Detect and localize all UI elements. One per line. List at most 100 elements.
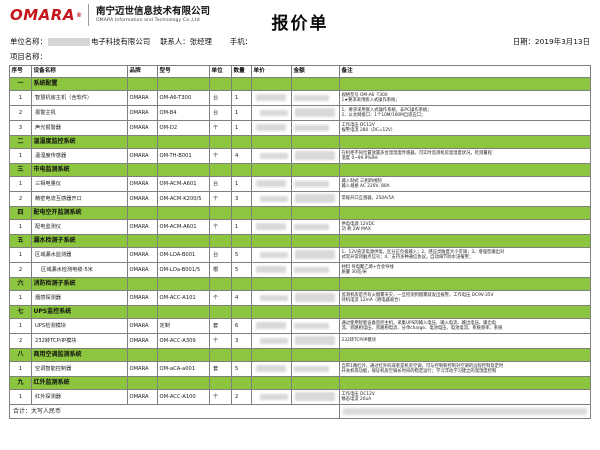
cell-note: 1、12V直流电源供电，区分正负极输入；2、感应灵敏度大小可调；3、增强型输出对… xyxy=(339,247,591,263)
section-title: 漏水检测子系统 xyxy=(31,234,128,248)
note-line: 工作电压 DC12V xyxy=(341,391,375,397)
redacted-value xyxy=(260,152,288,159)
note-line: 输入规格 AC 220V, 80A xyxy=(341,184,390,189)
cell-unit: 台 xyxy=(209,90,232,106)
section-index: 二 xyxy=(9,135,32,149)
section-filler-cell xyxy=(127,376,158,390)
section-index: 四 xyxy=(9,206,32,220)
unit-name-suffix: 电子科技有限公司 xyxy=(90,37,151,46)
note-line: 1、要求采用嵌入式操作系统，非PC操作系统； xyxy=(341,107,432,113)
cell-qty: 1 xyxy=(231,90,252,106)
redacted-value xyxy=(260,393,288,400)
section-filler-cell xyxy=(157,376,210,390)
table-row: 1 智慧机房主机（含软件） OMARA OM-A6-T300 台 1 规格型号 OM-A6 … xyxy=(9,90,591,106)
note-line: 材料 导电聚乙烯+合金导线 xyxy=(341,264,394,270)
redacted-value xyxy=(295,336,335,345)
note-line: 通过使用智能设备监控主机，采集UPS的输入电压、输入电流、输出电压、输出电 xyxy=(341,320,497,326)
section-filler-cell xyxy=(339,348,591,362)
cell-unit: 个 xyxy=(209,148,232,164)
cell-model: OM-ACM-K200/5 xyxy=(157,191,210,207)
redacted-value xyxy=(294,267,329,273)
cell-device-name: UPS检测模块 xyxy=(31,318,128,334)
cell-unit-price xyxy=(251,318,292,334)
cell-no: 1 xyxy=(9,90,32,106)
note-line: 常规开口互感器，250A/5A xyxy=(341,196,395,202)
redacted-value xyxy=(256,223,286,230)
redacted-value xyxy=(295,108,335,117)
section-filler-cell xyxy=(127,277,158,291)
cell-amount xyxy=(291,318,340,334)
section-filler-cell xyxy=(157,277,210,291)
note-line: 输入制式 三相四线制 xyxy=(341,178,382,184)
cell-unit: 套 xyxy=(209,318,232,334)
section-filler-cell xyxy=(339,376,591,390)
cell-amount xyxy=(291,176,340,192)
table-row: 1 UPS检测模块 OMARA 定制套 6 通过使用智能设备监控主机，采集UPS的输入电压… xyxy=(9,318,591,334)
section-filler-cell xyxy=(291,305,340,319)
cell-qty: 4 xyxy=(231,290,252,306)
cell-amount xyxy=(291,262,340,278)
section-filler-cell xyxy=(209,277,232,291)
col-header-unit: 单位 xyxy=(209,65,232,78)
cell-amount xyxy=(291,148,340,164)
section-filler-cell xyxy=(127,163,158,177)
cell-amount xyxy=(291,90,340,106)
cell-device-name: 烟感探测器 xyxy=(31,290,128,306)
cell-unit-price xyxy=(251,290,292,306)
cell-brand: OMARA xyxy=(127,290,158,306)
cell-model: OM-ACC-A309 xyxy=(157,333,210,349)
section-filler-cell xyxy=(339,77,591,91)
cell-device-name: 精密电流互感器开口 xyxy=(31,191,128,207)
section-filler-cell xyxy=(157,305,210,319)
letterhead: OMARA ® 南宁迈世信息技术有限公司 OMARA Information a… xyxy=(0,0,600,34)
section-index: 三 xyxy=(9,163,32,177)
note-line: 待机电流 12mA（继电器吸合） xyxy=(341,298,403,303)
cell-model: OM-LDA-B001 xyxy=(157,247,210,263)
section-index: 八 xyxy=(9,348,32,362)
table-row: 1 三相电量仪 OMARA OM-ACM-A601 台 1 输入制式 三相四线制 输入规格 A… xyxy=(9,176,591,192)
section-filler-cell xyxy=(291,206,340,220)
section-filler-cell xyxy=(127,135,158,149)
cell-unit: 个 xyxy=(209,290,232,306)
redacted-value xyxy=(256,180,286,187)
section-filler-cell xyxy=(127,348,158,362)
cell-brand: OMARA xyxy=(127,176,158,192)
cell-note: 232转TCP/IP模块 xyxy=(339,333,591,349)
section-filler-cell xyxy=(209,234,232,248)
section-filler-cell xyxy=(209,376,232,390)
quotation-table-wrap: 序号 设备名称 品牌 型号 单位 数量 单价 金额 备注 一系统配置 1 智慧机房主… xyxy=(0,63,600,419)
total-row: 合计：大写人民币 xyxy=(9,404,591,419)
cell-model: OM-aCA-a001 xyxy=(157,361,210,377)
note-line: 报警电流 280（DC=12V） xyxy=(341,128,396,133)
cell-note: 供电电源 12VDC 功 耗 2W MAX xyxy=(339,219,591,235)
cell-note: 在机柜不同位置放置多台温湿度传感器，可实时监测机房温湿度状况，检测量程 温度 0~… xyxy=(339,148,591,164)
table-row: 1 温湿度传感器 OMARA OM-TH-B001 个 4 在机柜不同位置放置多台温湿度传感… xyxy=(9,148,591,164)
table-row: 1 空调智能控制器 OMARA OM-aCA-a001 套 5 自带1路红外，通过红外码或者… xyxy=(9,361,591,377)
phone-label: 手机： xyxy=(229,37,253,46)
redacted-value xyxy=(260,294,288,301)
section-filler-cell xyxy=(209,206,232,220)
cell-device-name: 红外探测器 xyxy=(31,389,128,405)
cell-brand: OMARA xyxy=(127,361,158,377)
table-body: 一系统配置 1 智慧机房主机（含软件） OMARA OM-A6-T300 台 1 规格型号 O… xyxy=(9,77,591,419)
section-filler-cell xyxy=(157,348,210,362)
quotation-table: 序号 设备名称 品牌 型号 单位 数量 单价 金额 备注 一系统配置 1 智慧机房主… xyxy=(9,65,591,419)
cell-model: OM-D2 xyxy=(157,120,210,136)
cell-model: OM-ACC-A100 xyxy=(157,389,210,405)
section-filler-cell xyxy=(127,77,158,91)
cell-device-name: 232转TCP/IP模块 xyxy=(31,333,128,349)
cell-qty: 6 xyxy=(231,318,252,334)
cell-device-name: 配电监测仪 xyxy=(31,219,128,235)
note-line: 开关机等功能，保证机房空调长时间的稳定运行；学习浮动学习建立的温湿度控制 xyxy=(341,369,497,374)
cell-unit-price xyxy=(251,219,292,235)
cell-note: 规格型号 OM-A6 -T300 1★要求采用嵌入式操作系统； xyxy=(339,90,591,106)
note-line: 1、12V直流电源供电，区分正负极输入；2、感应灵敏度大小可调；3、增强型输出对 xyxy=(341,249,505,255)
cell-unit-price xyxy=(251,148,292,164)
cell-unit: 台 xyxy=(209,247,232,263)
cell-device-name: 声光报警器 xyxy=(31,120,128,136)
section-filler-cell xyxy=(291,135,340,149)
section-index: 七 xyxy=(9,305,32,319)
redacted-value xyxy=(295,194,335,203)
section-title: 消防检测子系统 xyxy=(31,277,128,291)
note-line: 监测机房是否有火烟雾天灾，一旦检测到烟雾就发出报警。工作电压 DC9V-35V xyxy=(341,292,494,298)
